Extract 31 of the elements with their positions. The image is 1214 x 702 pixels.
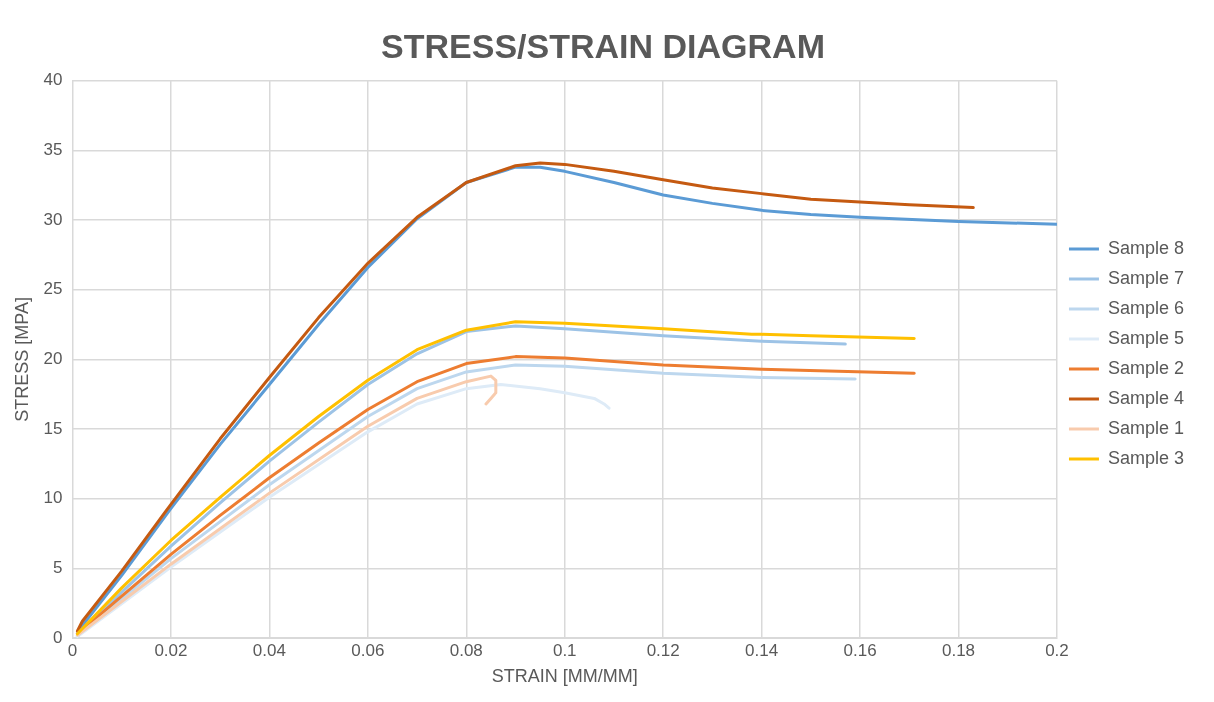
y-axis-title: STRESS [MPA] [11, 297, 32, 422]
chart-title: STRESS/STRAIN DIAGRAM [381, 26, 825, 65]
legend-label: Sample 7 [1107, 267, 1184, 288]
y-tick-label: 35 [43, 140, 63, 160]
x-tick-label: 0.18 [941, 640, 976, 660]
x-tick-label: 0.12 [646, 640, 680, 660]
y-tick-label: 30 [43, 209, 63, 229]
x-tick-label: 0 [67, 640, 78, 660]
legend-label: Sample 3 [1107, 447, 1184, 468]
x-tick-label: 0.02 [154, 640, 188, 660]
x-tick-label: 0.06 [351, 640, 385, 660]
legend-label: Sample 2 [1107, 357, 1184, 378]
x-tick-label: 0.16 [843, 640, 877, 660]
y-tick-label: 40 [43, 70, 63, 90]
legend-label: Sample 4 [1107, 387, 1184, 408]
y-tick-label: 15 [43, 418, 63, 438]
y-tick-label: 20 [43, 349, 63, 369]
legend-label: Sample 1 [1107, 417, 1184, 438]
x-tick-label: 0.08 [449, 640, 483, 660]
y-tick-label: 10 [43, 488, 63, 508]
x-tick-label: 0.1 [552, 640, 577, 660]
x-tick-label: 0.04 [252, 640, 286, 660]
legend-label: Sample 5 [1107, 327, 1184, 348]
y-tick-label: 5 [53, 558, 63, 578]
x-tick-label: 0.14 [745, 640, 779, 660]
y-tick-label: 25 [43, 279, 63, 299]
legend-label: Sample 6 [1107, 297, 1184, 318]
legend-label: Sample 8 [1107, 237, 1184, 258]
y-tick-label: 0 [53, 627, 63, 647]
x-tick-label: 0.2 [1045, 640, 1069, 660]
x-axis-title: STRAIN [MM/MM] [491, 666, 638, 687]
